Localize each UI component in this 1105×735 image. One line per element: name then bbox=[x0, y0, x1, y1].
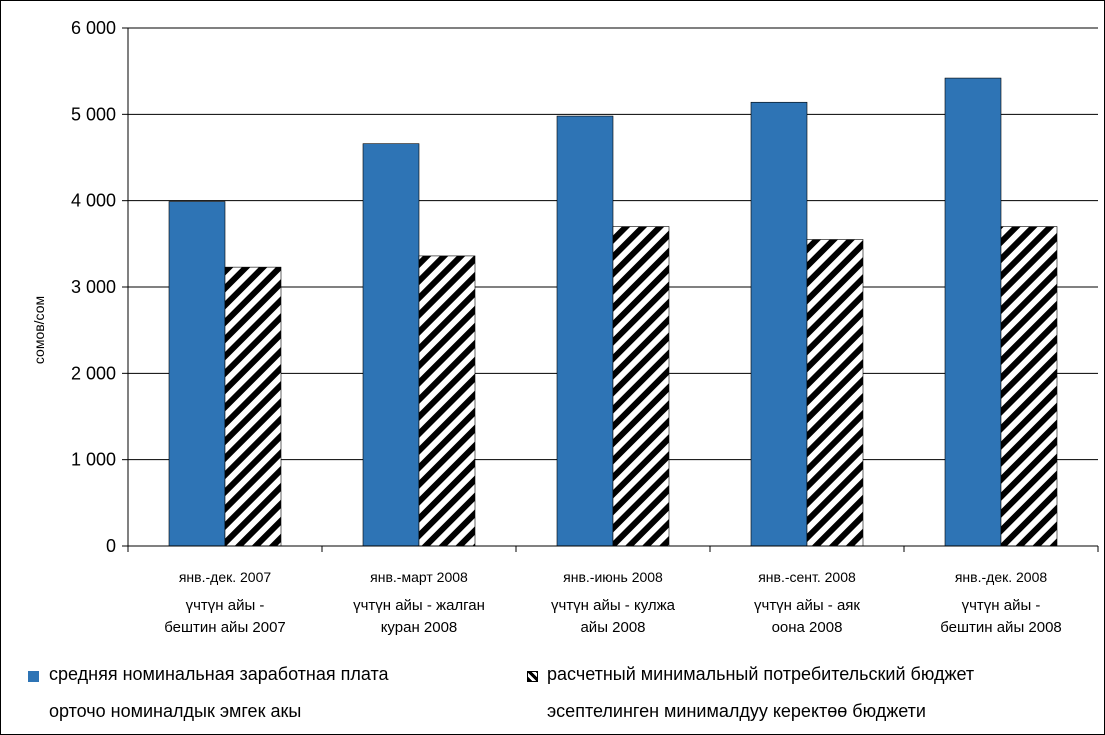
bar-wage bbox=[750, 101, 808, 547]
y-tick-label: 5 000 bbox=[71, 104, 116, 124]
category-label-ru: янв.-дек. 2007 bbox=[179, 569, 272, 585]
bar-budget bbox=[806, 239, 864, 547]
category-label-ky: үчтүн айы - кулжа bbox=[551, 597, 676, 614]
bars bbox=[168, 77, 1058, 547]
category-label-ky: үчтүн айы - bbox=[186, 597, 265, 614]
bar-wage bbox=[362, 143, 420, 547]
category-label-ky: үчтүн айы - жалган bbox=[353, 597, 485, 614]
category-label-ky: айы 2008 bbox=[580, 619, 645, 636]
category-label-ru: янв.-март 2008 bbox=[370, 569, 468, 585]
category-labels: янв.-дек. 2007 үчтүн айы - бештин айы 2007… bbox=[164, 569, 1062, 636]
y-tick-label: 3 000 bbox=[71, 277, 116, 297]
y-tick-label: 1 000 bbox=[71, 450, 116, 470]
bar-budget bbox=[224, 266, 282, 547]
category-label-ky: куран 2008 bbox=[381, 619, 458, 636]
category-label-ru: янв.-сент. 2008 bbox=[758, 569, 856, 585]
category-label-ky: бештин айы 2008 bbox=[940, 619, 1062, 636]
bar-wage bbox=[944, 77, 1002, 547]
bar-budget bbox=[1000, 226, 1058, 547]
y-axis-title: сомов/сом bbox=[31, 296, 47, 364]
y-tick-label: 0 bbox=[106, 536, 116, 556]
bar-budget bbox=[418, 255, 476, 547]
category-label-ru: янв.-дек. 2008 bbox=[955, 569, 1048, 585]
bar-wage bbox=[168, 201, 226, 547]
category-label-ky: үчтүн айы - аяк bbox=[754, 597, 860, 614]
category-label-ru: янв.-июнь 2008 bbox=[563, 569, 663, 585]
y-tick-labels: 0 1 000 2 000 3 000 4 000 5 000 6 000 bbox=[71, 18, 116, 556]
axes bbox=[127, 28, 1099, 552]
category-label-ky: бештин айы 2007 bbox=[164, 619, 286, 636]
y-tick-label: 4 000 bbox=[71, 191, 116, 211]
y-tick-label: 6 000 bbox=[71, 18, 116, 38]
category-label-ky: оона 2008 bbox=[772, 619, 843, 636]
category-label-ky: үчтүн айы - bbox=[962, 597, 1041, 614]
bar-budget bbox=[612, 226, 670, 547]
y-tick-label: 2 000 bbox=[71, 363, 116, 383]
bar-wage bbox=[556, 115, 614, 547]
